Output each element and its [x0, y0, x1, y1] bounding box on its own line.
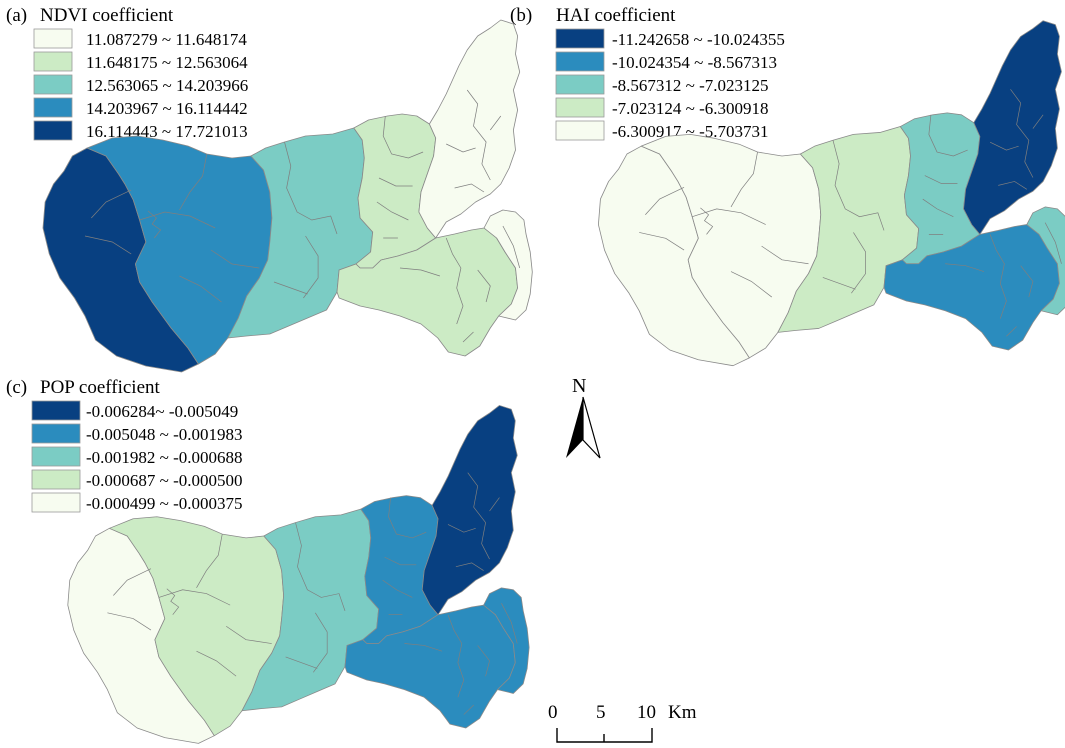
legend-item: 11.087279 ~ 11.648174	[33, 28, 247, 49]
scale-unit: Km	[668, 702, 697, 723]
legend-label: -7.023124 ~ -6.300918	[612, 99, 769, 118]
legend-item: 11.648175 ~ 12.563064	[33, 51, 248, 72]
legend-label: -0.005048 ~ -0.001983	[86, 425, 243, 444]
north-arrow: N	[566, 375, 601, 459]
panel-a-map	[42, 19, 533, 373]
panel-c-legend: -0.006284~ -0.005049 -0.005048 ~ -0.0019…	[31, 400, 243, 513]
panel-a-legend: 11.087279 ~ 11.648174 11.648175 ~ 12.563…	[33, 28, 248, 141]
scale-tick-label: 10	[637, 702, 656, 723]
legend-label: 14.203967 ~ 16.114442	[86, 99, 248, 118]
panel-a-title: NDVI coefficient	[40, 5, 174, 26]
panel-a-tag: (a)	[6, 5, 27, 26]
north-arrow-icon	[566, 397, 583, 458]
legend-label: -0.006284~ -0.005049	[86, 402, 238, 421]
panel-b-tag: (b)	[510, 5, 532, 26]
legend-item: -11.242658 ~ -10.024355	[555, 28, 785, 49]
legend-item: -0.001982 ~ -0.000688	[31, 446, 243, 467]
legend-item: -0.000499 ~ -0.000375	[31, 492, 243, 513]
legend-swatch	[31, 446, 81, 467]
panel-b: (b) HAI coefficient -11.242658 ~ -10.024…	[510, 5, 1065, 367]
legend-label: 11.648175 ~ 12.563064	[86, 53, 248, 72]
legend-item: 12.563065 ~ 14.203966	[33, 74, 248, 95]
legend-swatch	[555, 28, 605, 49]
legend-swatch	[31, 400, 81, 421]
scale-bar: 0 5 10 Km	[548, 702, 697, 743]
panel-c-title: POP coefficient	[40, 377, 161, 398]
legend-label: -10.024354 ~ -8.567313	[612, 53, 777, 72]
legend-label: -0.000499 ~ -0.000375	[86, 494, 243, 513]
legend-item: -0.006284~ -0.005049	[31, 400, 238, 421]
legend-swatch	[33, 97, 73, 118]
legend-swatch	[33, 28, 73, 49]
map-region-north	[421, 404, 518, 616]
legend-item: -6.300917 ~ -5.703731	[555, 120, 769, 141]
scale-bar-line	[556, 728, 653, 743]
legend-swatch	[31, 423, 81, 444]
north-arrow-label: N	[572, 375, 586, 397]
legend-label: -11.242658 ~ -10.024355	[612, 30, 785, 49]
legend-item: 16.114443 ~ 17.721013	[33, 120, 248, 141]
legend-item: -8.567312 ~ -7.023125	[555, 74, 769, 95]
panel-b-map	[597, 20, 1065, 367]
scale-tick-label: 5	[596, 702, 606, 723]
legend-label: -6.300917 ~ -5.703731	[612, 122, 769, 141]
legend-label: 12.563065 ~ 14.203966	[86, 76, 248, 95]
legend-item: -0.005048 ~ -0.001983	[31, 423, 243, 444]
legend-swatch	[31, 492, 81, 513]
legend-label: -8.567312 ~ -7.023125	[612, 76, 769, 95]
legend-swatch	[555, 120, 605, 141]
panel-b-legend: -11.242658 ~ -10.024355 -10.024354 ~ -8.…	[555, 28, 785, 141]
legend-swatch	[33, 51, 73, 72]
legend-swatch	[33, 120, 73, 141]
legend-swatch	[33, 74, 73, 95]
legend-swatch	[555, 51, 605, 72]
panel-b-title: HAI coefficient	[556, 5, 676, 26]
legend-label: 16.114443 ~ 17.721013	[86, 122, 248, 141]
panel-c-tag: (c)	[6, 377, 27, 398]
legend-item: -7.023124 ~ -6.300918	[555, 97, 769, 118]
panel-a: (a) NDVI coefficient 11.087279 ~ 11.6481…	[6, 5, 533, 373]
legend-item: 14.203967 ~ 16.114442	[33, 97, 248, 118]
map-region-north	[418, 19, 521, 239]
north-arrow-outline-icon	[582, 396, 601, 459]
legend-label: -0.000687 ~ -0.000500	[86, 471, 243, 490]
legend-item: -10.024354 ~ -8.567313	[555, 51, 777, 72]
panel-c: (c) POP coefficient -0.006284~ -0.005049…	[6, 377, 530, 744]
legend-swatch	[31, 469, 81, 490]
legend-label: -0.001982 ~ -0.000688	[86, 448, 243, 467]
legend-swatch	[555, 97, 605, 118]
scale-tick-label: 0	[548, 702, 558, 723]
legend-swatch	[555, 74, 605, 95]
map-region-north	[963, 20, 1062, 235]
legend-label: 11.087279 ~ 11.648174	[86, 30, 247, 49]
legend-item: -0.000687 ~ -0.000500	[31, 469, 243, 490]
